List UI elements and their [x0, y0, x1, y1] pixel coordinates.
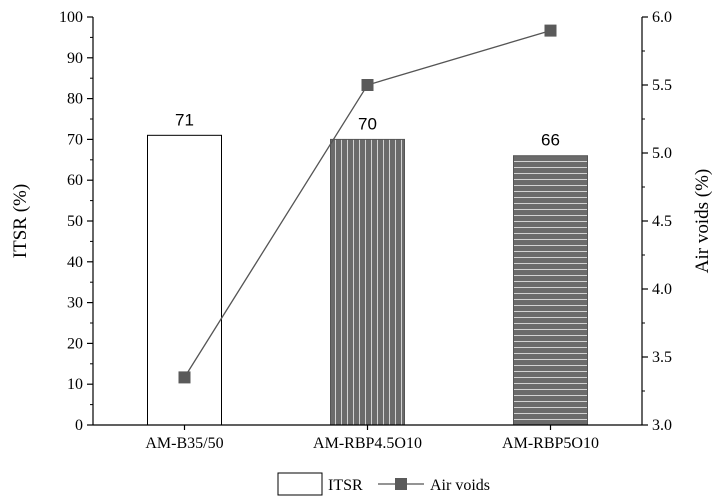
x-ticks: AM-B35/50 AM-RBP4.5O10 AM-RBP5O10: [145, 425, 599, 452]
right-tick-label: 4.5: [652, 213, 672, 230]
legend: ITSR Air voids: [277, 472, 490, 496]
legend-label-air-voids: Air voids: [430, 477, 490, 494]
left-tick-label: 40: [67, 254, 83, 271]
y-axis-title-right: Air voids (%): [692, 169, 713, 273]
left-tick-label: 100: [59, 9, 83, 26]
bar-data-label-3: 66: [541, 131, 560, 150]
left-tick-label: 10: [67, 376, 83, 393]
bar-3: [513, 155, 588, 426]
bar-2: [330, 138, 405, 426]
air-voids-point-1: [178, 371, 191, 384]
left-y-ticks: 0 10 20 30 40 50 60 70 80 90 100: [59, 9, 93, 434]
bars-layer: [147, 134, 588, 426]
right-tick-label: 6.0: [652, 9, 672, 26]
left-tick-label: 20: [67, 335, 83, 352]
x-tick-label: AM-RBP4.5O10: [313, 435, 422, 452]
bar-data-label-1: 71: [175, 110, 194, 129]
bar-data-label-2: 70: [358, 114, 377, 133]
y-axis-title-left: ITSR (%): [10, 184, 31, 258]
left-tick-label: 80: [67, 91, 83, 108]
x-tick-label: AM-B35/50: [145, 435, 223, 452]
air-voids-line-layer: [178, 24, 557, 384]
left-tick-label: 70: [67, 131, 83, 148]
air-voids-point-3: [544, 24, 557, 37]
bar-labels-layer: 71 70 66: [175, 110, 560, 149]
right-tick-label: 4.0: [652, 281, 672, 298]
left-tick-label: 60: [67, 172, 83, 189]
right-tick-label: 5.5: [652, 77, 672, 94]
left-tick-label: 30: [67, 295, 83, 312]
right-tick-label: 3.5: [652, 349, 672, 366]
legend-marker-air-voids: [395, 478, 407, 490]
x-tick-label: AM-RBP5O10: [502, 435, 599, 452]
legend-label-itsr: ITSR: [328, 477, 363, 494]
left-tick-label: 0: [75, 417, 83, 434]
right-y-ticks: 3.0 3.5 4.0 4.5 5.0 5.5 6.0: [642, 9, 672, 434]
air-voids-point-2: [361, 79, 374, 91]
left-tick-label: 50: [67, 213, 83, 230]
legend-swatch-itsr: [277, 472, 323, 496]
right-tick-label: 5.0: [652, 145, 672, 162]
right-tick-label: 3.0: [652, 417, 672, 434]
left-tick-label: 90: [67, 50, 83, 67]
